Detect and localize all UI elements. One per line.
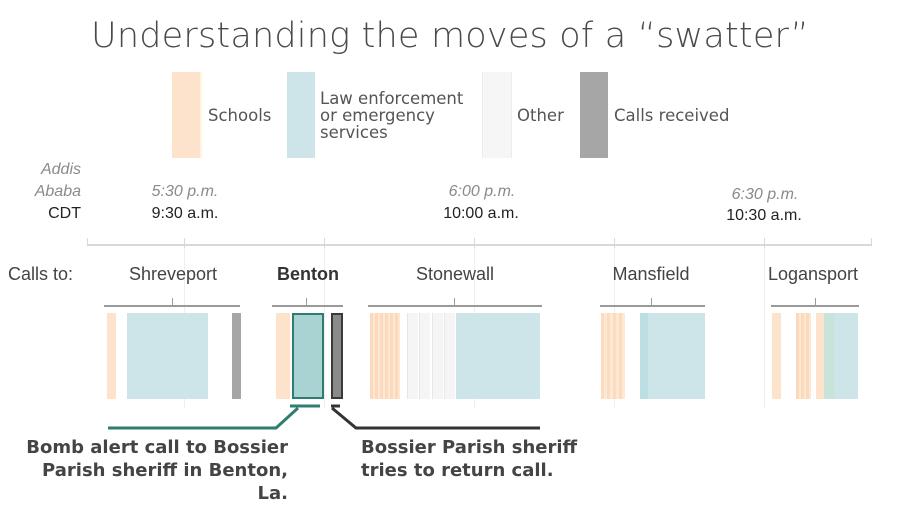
legend-swatch-received: [580, 72, 608, 158]
bracket-tick: [454, 298, 455, 306]
axis-tick-1030: [764, 238, 765, 248]
legend-label-law-line1: Law enforcement: [320, 89, 464, 108]
annotation-bomb-call: Bomb alert call to Bossier Parish sherif…: [12, 436, 288, 505]
tz-addis-line1: Addis: [40, 161, 81, 178]
annotation-bomb-line2: Parish sheriff in Benton, La.: [42, 460, 288, 504]
bracket-tick: [815, 298, 816, 306]
bar-law-highlight: [292, 313, 324, 399]
annotation-return-call: Bossier Parish sheriff tries to return c…: [361, 436, 601, 482]
legend-label-law-line2: or emergency: [320, 106, 435, 125]
legend-label-other: Other: [517, 106, 564, 125]
bar-school: [772, 313, 781, 399]
legend-swatch-law: [287, 72, 315, 158]
bracket-benton: [272, 305, 343, 307]
bracket-mansfield: [600, 305, 705, 307]
legend-swatch-other: [482, 72, 512, 158]
bar-received-highlight: [331, 313, 343, 399]
calls-to-label: Calls to:: [8, 264, 74, 284]
axis-tick-start: [87, 238, 88, 246]
bar-school: [276, 313, 290, 399]
axis-tick-0945: [324, 238, 325, 248]
time-addis-1: 6:00 p.m.: [448, 183, 516, 200]
bracket-shreveport: [104, 305, 240, 307]
axis-tick-end: [871, 238, 872, 246]
bar-school: [601, 313, 625, 399]
city-stonewall: Stonewall: [415, 264, 495, 284]
annotation-return-line2: tries to return call.: [361, 460, 554, 481]
legend-label-law-line3: services: [320, 123, 388, 142]
annotation-bomb-line1: Bomb alert call to Bossier: [26, 437, 288, 458]
time-cdt-2: 10:30 a.m.: [726, 207, 802, 224]
axis-tick-0930: [184, 238, 185, 248]
bar-received: [232, 313, 241, 399]
city-mansfield: Mansfield: [612, 264, 690, 284]
bar-school: [370, 313, 400, 399]
bracket-tick: [172, 298, 173, 306]
city-logansport: Logansport: [767, 264, 859, 284]
legend-label-schools: Schools: [208, 106, 272, 125]
legend-label-received: Calls received: [614, 106, 730, 125]
bar-other: [432, 313, 443, 399]
bracket-tick: [306, 298, 307, 306]
time-cdt-1: 10:00 a.m.: [443, 205, 519, 222]
bracket-stonewall: [368, 305, 542, 307]
bar-other: [444, 313, 455, 399]
bar-law: [127, 313, 208, 399]
axis-tick-1015: [614, 238, 615, 248]
tz-addis-line2: Ababa: [34, 183, 81, 200]
bracket-logansport: [771, 305, 859, 307]
city-benton: Benton: [277, 264, 339, 284]
axis-tick-1000: [474, 238, 475, 248]
gridline: [324, 248, 325, 408]
bar-law: [456, 313, 540, 399]
gridline: [764, 248, 765, 408]
bar-school: [107, 313, 116, 399]
bar-law: [640, 313, 705, 399]
bar-school: [816, 313, 824, 399]
bar-other: [419, 313, 430, 399]
tz-cdt: CDT: [48, 205, 81, 222]
city-shreveport: Shreveport: [128, 264, 218, 284]
bar-law: [824, 313, 834, 399]
time-addis-0: 5:30 p.m.: [151, 183, 219, 200]
bar-school: [796, 313, 811, 399]
bar-other: [407, 313, 418, 399]
bracket-tick: [651, 298, 652, 306]
annotation-return-line1: Bossier Parish sheriff: [361, 437, 578, 458]
axis-line: [87, 244, 872, 246]
time-addis-2: 6:30 p.m.: [731, 186, 799, 203]
legend-swatch-schools: [172, 72, 202, 158]
time-cdt-0: 9:30 a.m.: [151, 205, 219, 222]
legend-label-law: Law enforcement or emergency services: [320, 90, 463, 141]
bar-law: [834, 313, 858, 399]
chart-title: Understanding the moves of a “swatter”: [91, 16, 809, 56]
